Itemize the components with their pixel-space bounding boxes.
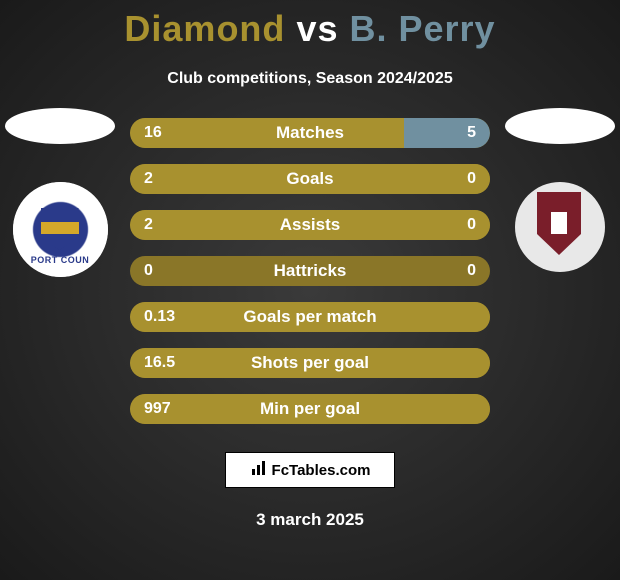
- player2-column: [500, 108, 620, 272]
- stat-row: Hattricks0 0: [130, 256, 490, 286]
- stat-value-left: 2: [144, 170, 153, 188]
- player2-photo: [505, 108, 615, 144]
- player1-photo: [5, 108, 115, 144]
- stat-value-right: 0: [467, 216, 476, 234]
- stat-row: Matches16 5: [130, 118, 490, 148]
- content: PORT COUN Matches165Goals20Assists20Hatt…: [0, 118, 620, 424]
- stat-row: Assists2 0: [130, 210, 490, 240]
- stat-row: Shots per goal16.5: [130, 348, 490, 378]
- chart-icon: [250, 459, 268, 482]
- vs-label: vs: [296, 8, 338, 49]
- stat-label: Assists: [130, 215, 490, 235]
- stat-row: Goals2 0: [130, 164, 490, 194]
- stat-label: Min per goal: [130, 399, 490, 419]
- stat-value-left: 2: [144, 216, 153, 234]
- club-name-label: PORT COUN: [13, 255, 108, 265]
- stat-label: Matches: [130, 123, 490, 143]
- footer-date: 3 march 2025: [0, 510, 620, 530]
- player1-name: Diamond: [124, 8, 285, 49]
- club-tower-icon: [551, 212, 567, 234]
- stats-bars: Matches165Goals20Assists20Hattricks00Goa…: [130, 118, 490, 424]
- stat-label: Goals: [130, 169, 490, 189]
- header: Diamond vs B. Perry Club competitions, S…: [0, 0, 620, 88]
- subtitle: Club competitions, Season 2024/2025: [0, 70, 620, 88]
- stat-value-left: 0: [144, 262, 153, 280]
- stat-value-right: 5: [467, 124, 476, 142]
- stat-value-left: 16.5: [144, 354, 175, 372]
- stat-value-left: 16: [144, 124, 162, 142]
- brand-text: FcTables.com: [272, 462, 371, 479]
- stat-value-right: 0: [467, 262, 476, 280]
- player2-club-badge: [515, 182, 605, 272]
- comparison-title: Diamond vs B. Perry: [0, 8, 620, 50]
- stat-value-left: 997: [144, 400, 171, 418]
- player2-name: B. Perry: [350, 8, 496, 49]
- stat-label: Goals per match: [130, 307, 490, 327]
- stat-row: Min per goal997: [130, 394, 490, 424]
- club-shield-stripe: [41, 222, 79, 234]
- brand-logo: FcTables.com: [225, 452, 395, 488]
- stat-row: Goals per match0.13: [130, 302, 490, 332]
- stat-label: Shots per goal: [130, 353, 490, 373]
- stat-value-right: 0: [467, 170, 476, 188]
- stat-value-left: 0.13: [144, 308, 175, 326]
- player1-column: PORT COUN: [0, 108, 120, 277]
- stat-label: Hattricks: [130, 261, 490, 281]
- player1-club-badge: PORT COUN: [13, 182, 108, 277]
